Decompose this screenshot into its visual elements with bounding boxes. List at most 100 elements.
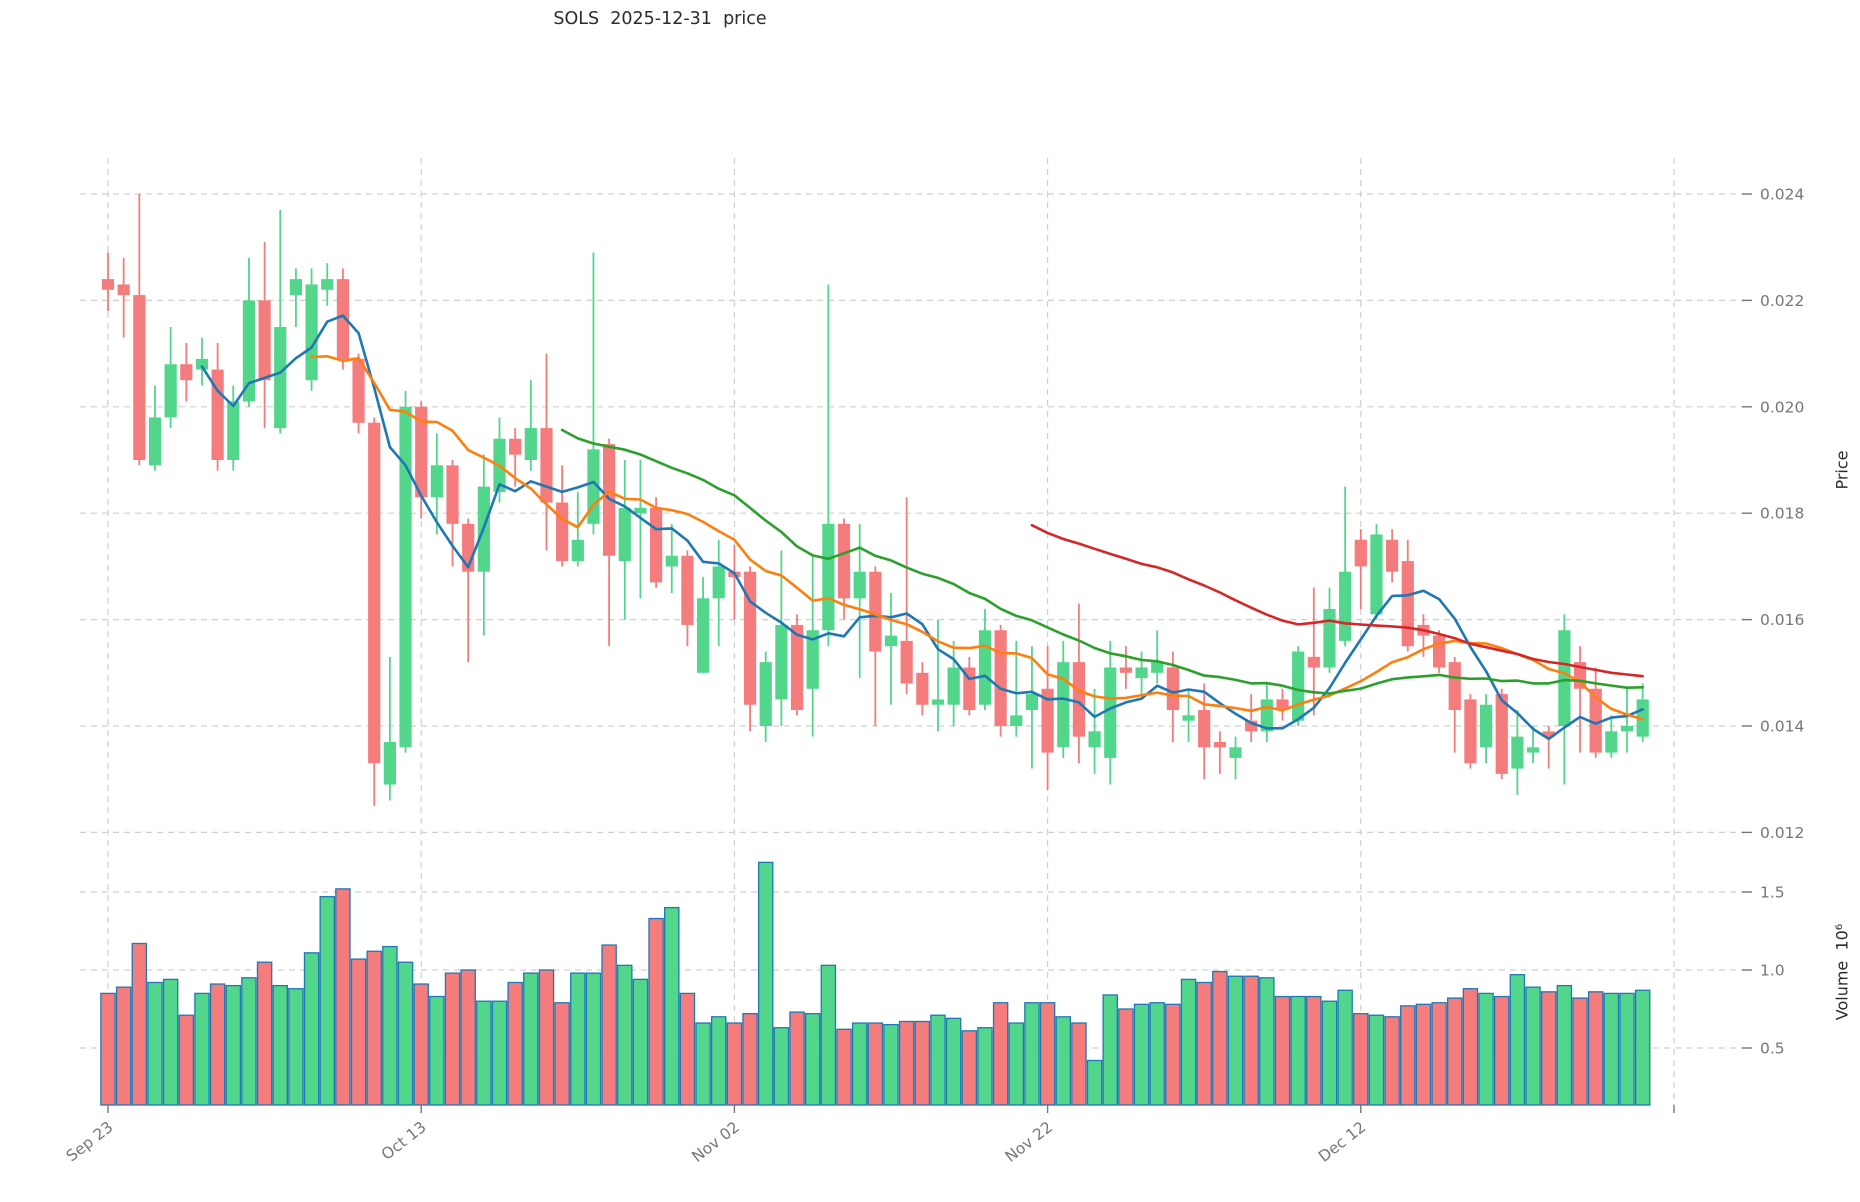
- candle-body: [869, 571, 882, 652]
- volume-bar: [1008, 1022, 1025, 1106]
- candle-body: [822, 523, 835, 631]
- candle-body: [759, 662, 772, 726]
- candle-body: [931, 699, 945, 705]
- candle-body: [1151, 662, 1164, 673]
- volume-bar: [100, 992, 116, 1106]
- candle-body: [180, 364, 193, 381]
- candle-body: [1025, 694, 1039, 711]
- candle-body: [1245, 720, 1258, 732]
- volume-bar: [350, 958, 367, 1106]
- mav-7-line: [200, 314, 1644, 741]
- candle-body: [430, 465, 443, 498]
- volume-bar: [1587, 991, 1604, 1106]
- volume-bar: [757, 861, 774, 1106]
- candle-body: [696, 598, 710, 673]
- candle-body: [1323, 608, 1336, 668]
- candle-body: [1542, 731, 1555, 737]
- candle-body: [650, 507, 663, 583]
- volume-bar: [241, 977, 257, 1106]
- candle-body: [994, 630, 1007, 726]
- candle-body: [509, 438, 522, 455]
- volume-bar: [507, 981, 523, 1106]
- volume-bar: [1227, 975, 1244, 1106]
- volume-bar: [288, 988, 304, 1106]
- volume-bar: [648, 917, 664, 1106]
- volume-bar: [836, 1028, 852, 1106]
- candle-body: [305, 284, 318, 381]
- volume-bar: [382, 945, 398, 1106]
- volume-bar: [867, 1022, 884, 1106]
- volume-bar: [726, 1022, 743, 1106]
- volume-tick-label: 1.0: [1760, 962, 1785, 980]
- volume-bar: [429, 995, 445, 1106]
- volume-bar: [1039, 1002, 1056, 1106]
- price-tick-label: 0.022: [1760, 292, 1804, 310]
- volume-bar: [366, 950, 382, 1106]
- candle-body: [1589, 688, 1602, 753]
- candle-body: [164, 364, 177, 418]
- candle-body: [618, 507, 631, 562]
- volume-bar: [1055, 1016, 1072, 1106]
- candle-body: [446, 465, 459, 524]
- candle-body: [916, 672, 929, 705]
- volume-bar: [225, 984, 242, 1106]
- volume-bar: [1415, 1003, 1432, 1106]
- moving-average-lines: [200, 314, 1644, 741]
- candle-body: [258, 300, 271, 381]
- volume-bar: [1400, 1005, 1416, 1106]
- chart-title: SOLS 2025-12-31 price: [553, 9, 767, 29]
- volume-bar: [851, 1022, 868, 1106]
- candle-body: [1526, 747, 1540, 753]
- candle-body: [1213, 741, 1226, 748]
- candle-body: [1464, 699, 1477, 764]
- candle-body: [1229, 747, 1242, 758]
- volume-bar: [773, 1027, 790, 1106]
- candle-body: [1276, 699, 1289, 711]
- volume-tick-label: 0.5: [1760, 1040, 1785, 1058]
- candle-body: [524, 428, 537, 460]
- volume-bar: [444, 972, 461, 1106]
- candle-body: [1401, 561, 1414, 647]
- volume-bar: [1603, 992, 1620, 1106]
- date-tick-label: Nov 22: [1002, 1118, 1056, 1166]
- date-tick-label: Sep 23: [63, 1118, 117, 1165]
- volume-bar: [162, 978, 179, 1106]
- candle-body: [1354, 539, 1367, 567]
- candle-body: [571, 539, 584, 562]
- candle-body: [806, 630, 819, 689]
- candle-body: [415, 406, 428, 498]
- candle-body: [1495, 694, 1508, 774]
- volume-bar: [601, 944, 617, 1106]
- volume-bar: [1337, 989, 1353, 1106]
- volume-bar: [1572, 997, 1588, 1106]
- volume-bar: [1196, 981, 1212, 1106]
- candlestick-series: [101, 194, 1649, 806]
- candle-body: [148, 417, 162, 466]
- candle-body: [1370, 534, 1383, 615]
- price-tick-label: 0.016: [1760, 611, 1804, 629]
- volume-bar: [538, 969, 555, 1106]
- candle-body: [352, 358, 365, 423]
- volume-bar: [209, 983, 226, 1106]
- candle-body: [1010, 715, 1023, 726]
- volume-bar: [319, 896, 335, 1106]
- volume-bar: [1243, 975, 1259, 1106]
- candle-body: [1182, 715, 1195, 721]
- volume-bar: [413, 983, 429, 1106]
- candle-body: [1088, 731, 1101, 748]
- volume-bar: [961, 1030, 978, 1106]
- date-tick-label: Dec 12: [1315, 1118, 1369, 1166]
- candle-body: [790, 624, 804, 711]
- volume-bar: [1525, 986, 1541, 1106]
- mav-60-line: [1030, 523, 1644, 678]
- volume-bar: [883, 1023, 899, 1106]
- candle-body: [837, 523, 851, 599]
- candle-body: [1605, 731, 1618, 753]
- date-tick-label: Oct 13: [378, 1118, 430, 1164]
- price-tick-label: 0.020: [1760, 398, 1804, 416]
- volume-bar: [1462, 988, 1479, 1106]
- volume-tick-label: 1.5: [1760, 884, 1785, 902]
- volume-bar: [977, 1027, 993, 1106]
- candle-body: [1166, 667, 1179, 711]
- volume-bar: [476, 1000, 492, 1106]
